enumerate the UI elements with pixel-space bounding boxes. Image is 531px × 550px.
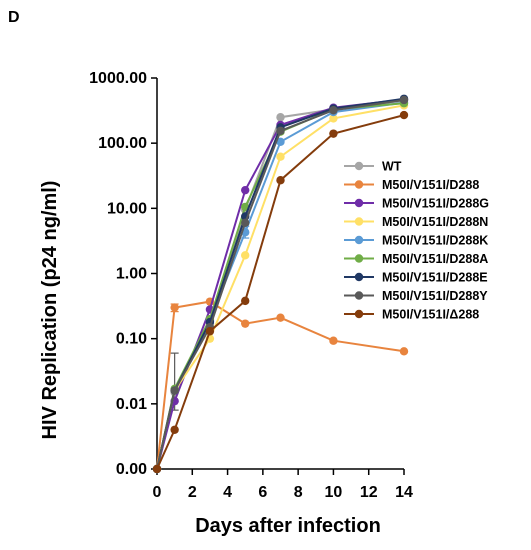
legend-marker <box>354 161 364 171</box>
data-point <box>170 386 179 395</box>
series-line <box>156 114 405 470</box>
data-point <box>329 129 338 138</box>
data-point <box>241 218 250 227</box>
data-point <box>276 313 285 322</box>
legend-label: M50I/V151I/D288A <box>382 252 488 266</box>
data-point <box>399 347 409 356</box>
x-tick-label: 10 <box>325 484 343 501</box>
y-axis-title: HIV Replication (p24 ng/ml) <box>39 181 61 440</box>
data-point <box>399 95 409 105</box>
data-point <box>276 137 285 146</box>
x-axis-title: Days after infection <box>195 515 381 537</box>
y-tick-label: 0.10 <box>116 331 147 348</box>
x-tick-label: 12 <box>360 484 378 501</box>
legend-marker <box>354 217 364 226</box>
legend-label: M50I/V151I/D288K <box>382 234 488 248</box>
data-point <box>170 425 179 434</box>
data-point <box>329 106 338 115</box>
y-tick-label: 0.01 <box>116 396 147 413</box>
data-point <box>276 152 285 161</box>
data-point <box>276 176 285 185</box>
data-point <box>241 251 250 260</box>
plot-area: 0.00 0.01 0.10 1.00 10.00 100.00 1000.00 0 2 4 6 8 1… <box>89 70 413 501</box>
legend-marker <box>354 180 364 189</box>
data-point <box>205 327 215 336</box>
y-tick-label: 1.00 <box>116 266 147 283</box>
panel-label: D <box>8 9 20 26</box>
legend-label: M50I/V151I/D288N <box>382 215 488 229</box>
data-point <box>170 303 179 312</box>
legend-marker <box>354 254 364 263</box>
legend-label: M50I/V151I/D288 <box>382 178 479 192</box>
legend-marker <box>354 309 364 319</box>
data-point <box>152 464 162 474</box>
legend-label: M50I/V151I/D288Y <box>382 289 488 303</box>
data-point <box>241 319 250 328</box>
y-tick-label: 0.00 <box>116 461 147 478</box>
legend-label: M50I/V151I/Δ288 <box>382 308 479 322</box>
legend-marker <box>354 198 364 208</box>
legend-marker <box>354 291 364 300</box>
x-tick-label: 8 <box>294 484 303 501</box>
legend: WT M50I/V151I/D288 M50I/V151I/D288G M50I/V1… <box>344 160 489 322</box>
data-point <box>276 126 285 135</box>
legend-label: M50I/V151I/D288E <box>382 271 488 285</box>
x-tick-label: 6 <box>258 484 267 501</box>
data-point <box>241 296 250 306</box>
x-tick-label: 2 <box>188 484 197 501</box>
x-tick-label: 4 <box>223 484 232 501</box>
legend-label: WT <box>382 160 402 174</box>
y-tick-label: 10.00 <box>107 200 147 217</box>
data-point <box>329 336 338 345</box>
x-tick-label: 0 <box>153 484 162 501</box>
y-tick-label: 1000.00 <box>89 70 147 87</box>
y-tick-label: 100.00 <box>98 135 147 152</box>
data-point <box>276 113 285 122</box>
data-point <box>241 185 250 195</box>
legend-marker <box>354 272 364 282</box>
data-point <box>329 114 338 123</box>
legend-marker <box>354 235 364 245</box>
data-point <box>399 110 409 120</box>
x-tick-label: 14 <box>395 484 413 501</box>
legend-label: M50I/V151I/D288G <box>382 197 489 211</box>
series-line <box>156 300 405 470</box>
